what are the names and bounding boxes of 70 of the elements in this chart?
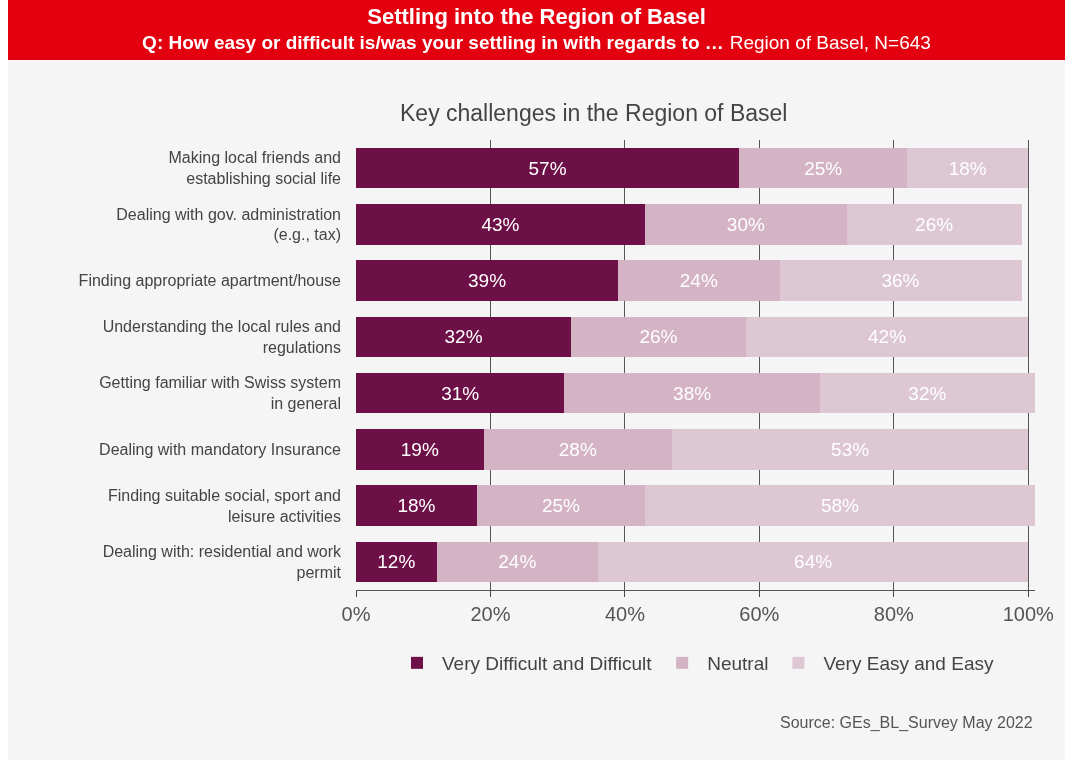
data-label: 43% [481, 213, 520, 235]
bar [645, 204, 847, 245]
data-label: 57% [528, 157, 567, 179]
y-tick-label: Dealing with: residential and work permit [102, 543, 342, 581]
x-tick-label: 40% [604, 603, 646, 625]
data-label: 32% [444, 326, 483, 348]
data-label: 30% [726, 213, 765, 235]
source-note: Source: GEs_BL_Survey May 2022 [780, 714, 1033, 732]
data-label: 64% [794, 551, 833, 573]
x-tick-label: 100% [1002, 603, 1055, 625]
data-label: 39% [468, 270, 507, 292]
bar [645, 485, 1035, 526]
bar [356, 204, 646, 245]
data-label: 53% [831, 438, 870, 460]
y-tick-label: Understanding the local rules and regulations [102, 318, 341, 356]
bar [745, 316, 1029, 358]
data-label: 38% [673, 382, 712, 404]
data-label: 32% [908, 382, 947, 404]
bar [779, 260, 1022, 301]
y-tick-label: Dealing with mandatory Insurance [99, 440, 342, 458]
legend-label: Very Easy and Easy [823, 653, 994, 675]
data-label: 36% [881, 270, 920, 292]
x-tick-label: 60% [739, 603, 780, 625]
bar [671, 429, 1029, 470]
bar [483, 429, 672, 470]
bar [571, 316, 746, 358]
data-label: 24% [498, 551, 537, 573]
bar [356, 485, 478, 526]
bar [436, 541, 599, 583]
x-tick-label: 0% [341, 603, 371, 625]
data-label: 25% [541, 495, 581, 517]
data-label: 31% [441, 382, 480, 404]
bar [356, 372, 565, 414]
y-tick-label: Finding appropriate apartment/house [78, 272, 342, 290]
data-label: 19% [400, 438, 439, 460]
y-tick-label: Dealing with gov. administration (e.g., tax) [116, 205, 341, 244]
bar [598, 541, 1029, 583]
legend-label: Neutral [707, 653, 769, 675]
chart-subtitle: Q: How easy or difficult is/was your settling in with regards to … [142, 32, 724, 53]
data-label: 58% [820, 495, 860, 517]
chart-title: Settling into the Region of Basel [366, 4, 707, 30]
data-label: 18% [397, 495, 436, 517]
text: Key challenges in the Region of Basel [400, 100, 788, 126]
bar [477, 485, 646, 526]
bar [739, 147, 908, 189]
bar [846, 204, 1022, 245]
bar [907, 147, 1029, 189]
data-label: 24% [679, 270, 718, 292]
bar [618, 260, 780, 301]
y-tick-label: Making local friends and establishing social life [168, 149, 342, 188]
bar [356, 147, 740, 189]
data-label: 42% [868, 326, 907, 348]
text: Region of Basel, N=643 [729, 32, 931, 53]
data-label: 26% [915, 213, 954, 235]
bar [564, 372, 820, 414]
data-label: 28% [558, 438, 597, 460]
data-label: 25% [804, 157, 843, 179]
x-tick-label: 20% [470, 603, 511, 625]
bar [356, 260, 619, 301]
data-label: 12% [377, 551, 416, 573]
y-tick-label: Finding suitable social, sport and leisure activities [107, 486, 341, 525]
data-label: 18% [948, 157, 987, 179]
x-tick-label: 80% [873, 603, 915, 625]
data-label: 26% [639, 326, 678, 348]
bar [819, 372, 1035, 414]
bar [356, 429, 484, 470]
bar [356, 316, 572, 358]
y-tick-label: Getting familiar with Swiss system in general [99, 374, 341, 413]
legend-label: Very Difficult and Difficult [442, 653, 653, 675]
bar [356, 541, 437, 583]
